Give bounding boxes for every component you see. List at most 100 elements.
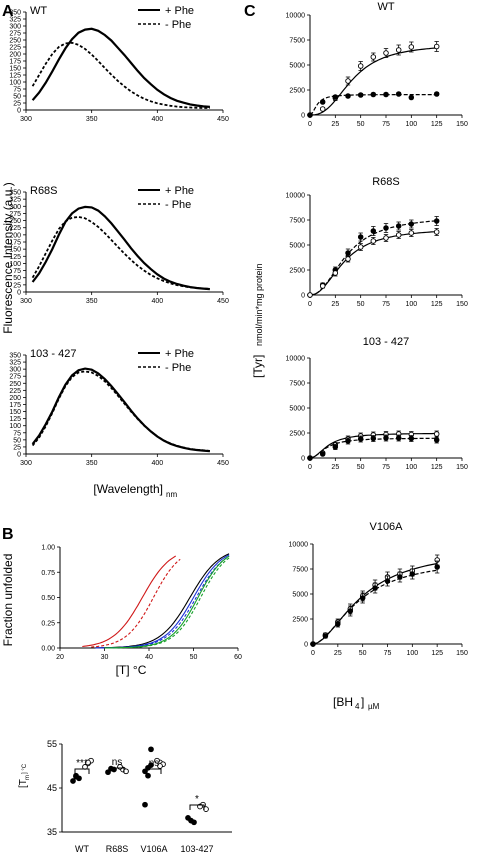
- data-point-filled: [345, 438, 351, 444]
- panel-b-tm-ylabel: [T m ] °C: [18, 763, 31, 788]
- significance-bracket: [189, 804, 205, 810]
- significance-bracket: [74, 768, 90, 774]
- tm-point-plus-phe: [154, 757, 160, 764]
- y-tick-label: 2500: [289, 268, 305, 275]
- spectrum-plus-phe: [31, 205, 210, 291]
- y-tick-label: 350: [9, 10, 21, 17]
- x-tick-label: 0: [308, 464, 312, 471]
- data-point-filled: [372, 585, 378, 591]
- y-tick-label: 225: [9, 225, 21, 232]
- x-tick-label: 300: [20, 298, 32, 305]
- y-tick-label: 150: [9, 66, 21, 73]
- plot-c-103-427: 0 2500 5000 7500 10000 0 25 50 75 100 125 150 103 - …: [286, 336, 468, 471]
- x-tick-label: 75: [382, 121, 390, 128]
- data-point-filled: [370, 435, 377, 442]
- plot-b-curves: 0.00 0.25 0.50 0.75 1.00 20 30 40 50 60: [41, 545, 242, 662]
- data-point-filled: [383, 225, 389, 231]
- y-tick-label: 100: [9, 261, 21, 268]
- data-point-filled: [395, 435, 402, 441]
- data-point-filled: [335, 621, 341, 627]
- x-tick-label: 450: [217, 116, 229, 123]
- tm-point-plus-phe: [157, 763, 163, 769]
- y-tick-label: 75: [13, 268, 21, 275]
- category-label: R68S: [106, 844, 129, 854]
- x-tick-label: 400: [151, 116, 163, 123]
- y-tick-label: 10000: [289, 542, 309, 549]
- x-tick-label: 450: [217, 298, 229, 305]
- svg-text:[BH: [BH: [333, 695, 353, 709]
- significance-label: ns: [112, 757, 123, 768]
- x-tick-label: 50: [357, 121, 365, 128]
- data-point-open: [408, 44, 415, 50]
- y-tick-label: 150: [9, 247, 21, 254]
- y-tick-label: 0: [17, 452, 21, 459]
- y-tick-label: 325: [9, 17, 21, 24]
- svg-text:4: 4: [355, 702, 360, 711]
- y-tick-label: 275: [9, 374, 21, 381]
- svg-text:m: m: [25, 775, 31, 780]
- x-tick-label: 20: [56, 654, 64, 661]
- y-tick-label: 2500: [289, 431, 305, 438]
- data-point-filled: [357, 436, 364, 442]
- data-point-open: [395, 47, 402, 53]
- data-point-filled: [370, 91, 377, 98]
- data-point-filled: [307, 455, 313, 461]
- data-point-open: [433, 229, 440, 235]
- data-point-filled: [433, 218, 440, 224]
- data-point-open: [408, 230, 415, 236]
- y-tick-label: 5000: [289, 243, 305, 250]
- significance-label: *: [195, 794, 199, 805]
- panel-a-xlabel: [Wavelength]: [93, 482, 163, 496]
- x-tick-label: 125: [431, 121, 443, 128]
- fit-curve: [312, 569, 438, 645]
- y-tick-label: 350: [9, 190, 21, 197]
- data-point-filled: [347, 608, 354, 614]
- fit-curve: [309, 220, 437, 296]
- melting-curve: [91, 558, 181, 648]
- panel-c-ylabel: [Tyr] nmol/min*mg protein: [251, 263, 265, 378]
- y-tick-label: 200: [9, 395, 21, 402]
- y-tick-label: 75: [13, 430, 21, 437]
- y-tick-label: 7500: [289, 38, 305, 45]
- data-point-open: [383, 50, 389, 56]
- data-point-filled: [434, 564, 440, 570]
- data-point-filled: [384, 578, 391, 584]
- data-point-filled: [408, 435, 415, 442]
- svg-text:[T: [T: [18, 779, 29, 788]
- y-tick-label: 125: [9, 254, 21, 261]
- plot-a-103-427: 0255075100125150175200225250275300325350…: [9, 348, 229, 467]
- plot-c-r68s: 0 2500 5000 7500 10000 0 25 50 75 100 125 150 R68S: [286, 176, 468, 308]
- data-point-open: [357, 244, 364, 250]
- x-tick-label: 75: [382, 301, 390, 308]
- x-tick-label: 100: [405, 121, 417, 128]
- x-tick-label: 50: [359, 650, 367, 657]
- y-tick-label: 0: [301, 456, 305, 463]
- x-tick-label: 300: [20, 116, 32, 123]
- x-tick-label: 100: [405, 301, 417, 308]
- y-tick-label: 50: [13, 275, 21, 282]
- plot-c-wt: 0 2500 5000 7500 10000 0 25 50 75 100 125 150 WT: [286, 1, 468, 128]
- y-tick-label: 250: [9, 38, 21, 45]
- panel-a-ylabel: Fluorescence Intensity (a.u.): [1, 182, 15, 333]
- y-tick-label: 25: [13, 282, 21, 289]
- y-tick-label: 300: [9, 367, 21, 374]
- data-point-filled: [332, 444, 339, 450]
- x-tick-label: 125: [431, 650, 443, 657]
- y-tick-label: 0: [17, 290, 21, 297]
- x-tick-label: 75: [382, 464, 390, 471]
- data-point-filled: [395, 223, 402, 229]
- data-point-filled: [357, 234, 364, 240]
- y-tick-label: 0.75: [41, 570, 55, 577]
- chart-title: WT: [377, 1, 394, 13]
- x-tick-label: 300: [20, 460, 32, 467]
- legend-a2: + Phe - Phe: [138, 185, 194, 211]
- chart-title: R68S: [372, 176, 400, 188]
- data-point-filled: [310, 641, 316, 647]
- panel-b-curves-ylabel: Fraction unfolded: [1, 554, 15, 647]
- data-point-open: [383, 235, 389, 241]
- spectrum-minus-phe: [31, 41, 210, 109]
- data-point-open: [307, 292, 313, 298]
- y-tick-label: 0: [301, 293, 305, 300]
- x-tick-label: 350: [86, 116, 98, 123]
